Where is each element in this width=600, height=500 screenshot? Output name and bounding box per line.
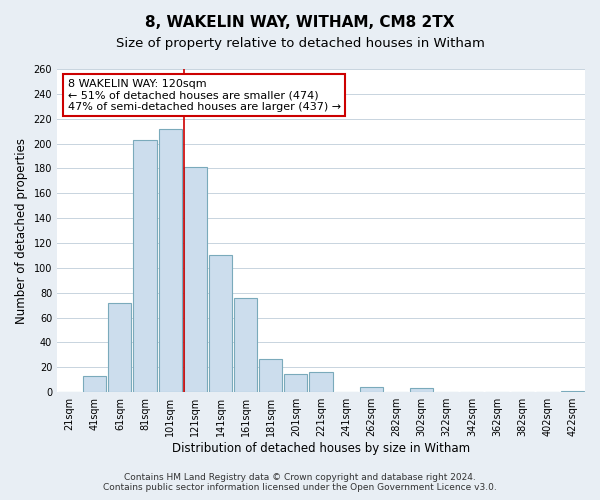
Bar <box>133 140 157 392</box>
Bar <box>83 376 106 392</box>
Bar <box>360 387 383 392</box>
Bar <box>109 302 131 392</box>
Text: Contains HM Land Registry data © Crown copyright and database right 2024.
Contai: Contains HM Land Registry data © Crown c… <box>103 473 497 492</box>
Bar <box>310 372 332 392</box>
Bar <box>158 128 182 392</box>
Bar <box>561 391 584 392</box>
Bar <box>209 256 232 392</box>
Bar <box>410 388 433 392</box>
Bar <box>184 167 207 392</box>
X-axis label: Distribution of detached houses by size in Witham: Distribution of detached houses by size … <box>172 442 470 455</box>
Text: 8, WAKELIN WAY, WITHAM, CM8 2TX: 8, WAKELIN WAY, WITHAM, CM8 2TX <box>145 15 455 30</box>
Bar <box>234 298 257 392</box>
Bar <box>284 374 307 392</box>
Y-axis label: Number of detached properties: Number of detached properties <box>15 138 28 324</box>
Text: 8 WAKELIN WAY: 120sqm
← 51% of detached houses are smaller (474)
47% of semi-det: 8 WAKELIN WAY: 120sqm ← 51% of detached … <box>68 78 341 112</box>
Bar <box>259 358 283 392</box>
Text: Size of property relative to detached houses in Witham: Size of property relative to detached ho… <box>116 38 484 51</box>
